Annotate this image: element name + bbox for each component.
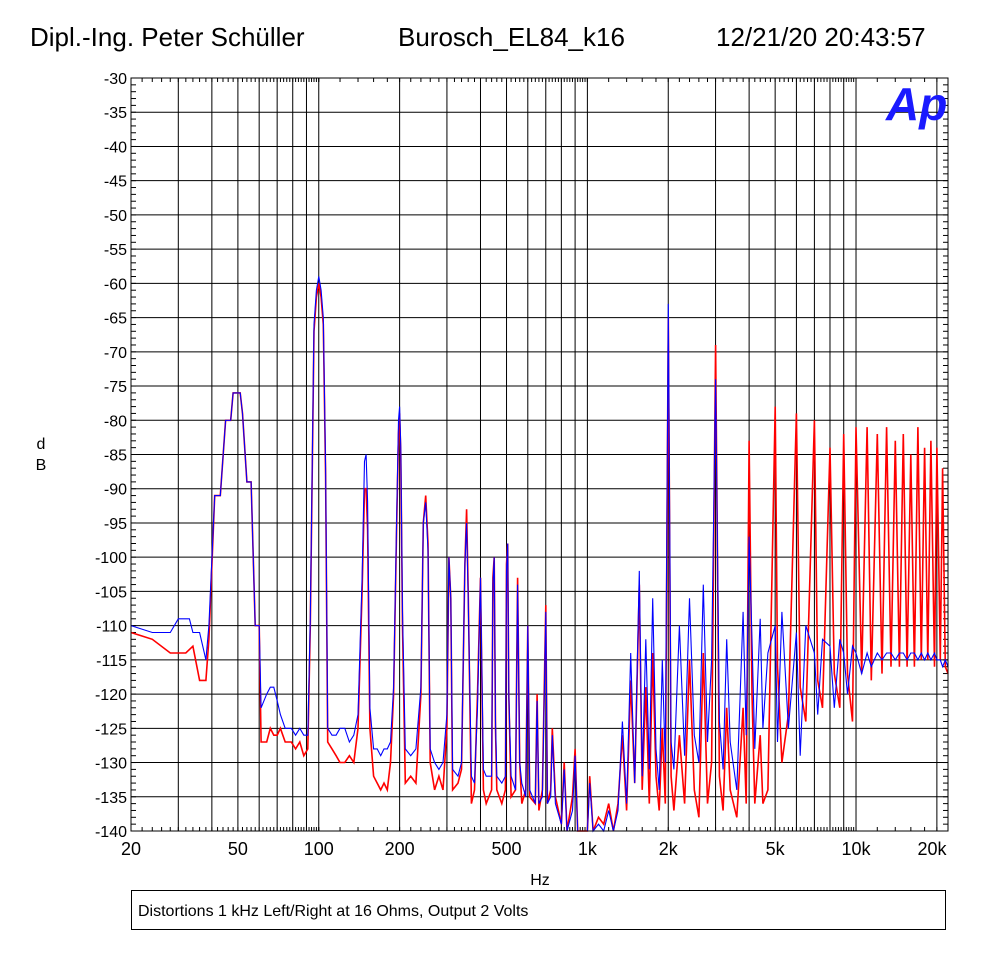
x-tick-label: 50 [228,839,248,859]
y-tick-label: -50 [104,208,127,225]
header-datetime: 12/21/20 20:43:57 [716,22,926,52]
y-tick-label: -85 [104,448,127,465]
x-tick-label: 500 [492,839,522,859]
y-tick-label: -120 [95,687,127,704]
x-tick-labels: 20 50 100 200 500 1k 2k 5k 10k 20k [121,839,948,859]
x-tick-label: 20k [917,839,947,859]
y-axis-label: d B [36,436,47,474]
y-tick-label: -55 [104,242,127,259]
svg-text:d: d [37,436,46,453]
y-tick-label: -140 [95,824,127,841]
y-tick-label: -135 [95,790,127,807]
y-tick-label: -115 [96,653,127,670]
y-tick-label: -110 [96,619,127,636]
chart-grid [131,77,949,832]
caption-box: Distortions 1 kHz Left/Right at 16 Ohms,… [131,890,946,930]
x-tick-label: 10k [842,839,872,859]
y-tick-label: -65 [104,311,127,328]
y-tick-label: -70 [104,345,127,362]
y-tick-label: -30 [104,71,127,88]
y-tick-label: -125 [95,721,127,738]
x-axis-label: Hz [530,872,550,889]
y-tick-label: -105 [95,584,127,601]
y-tick-label: -80 [104,413,127,430]
header-filename: Burosch_EL84_k16 [398,22,625,52]
x-tick-label: 100 [304,839,334,859]
y-tick-label: -95 [104,516,127,533]
y-tick-labels: -30 -35 -40 -45 -50 -55 -60 -65 -70 -75 -80 -85 -90 -… [95,71,127,841]
series-line-right [130,276,949,833]
chart-series [130,276,949,833]
y-tick-label: -100 [95,550,127,567]
y-tick-label: -45 [104,174,127,191]
y-tick-label: -90 [104,482,127,499]
plot-frame [130,77,949,832]
x-tick-label: 1k [578,839,598,859]
x-tick-label: 20 [121,839,141,859]
y-tick-label: -130 [95,756,127,773]
x-tick-label: 5k [766,839,786,859]
x-tick-label: 2k [659,839,679,859]
x-tick-label: 200 [385,839,415,859]
y-tick-label: -35 [104,105,127,122]
y-tick-label: -60 [104,276,127,293]
ap-logo: Ap [885,78,947,130]
header-author: Dipl.-Ing. Peter Schüller [30,22,305,52]
svg-text:B: B [36,457,47,474]
y-tick-label: -40 [104,139,127,156]
y-tick-label: -75 [104,379,127,396]
